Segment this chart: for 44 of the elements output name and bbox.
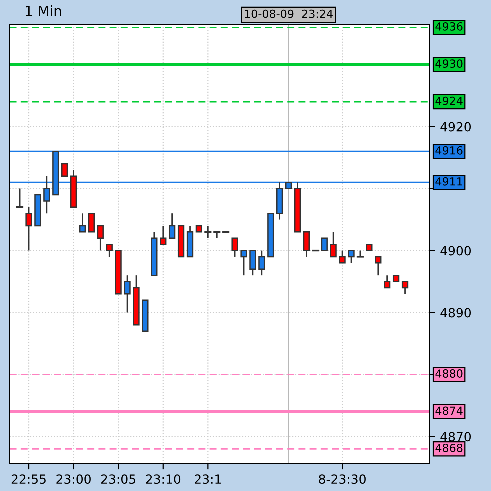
y-tick-label: 4900 [440,246,472,256]
candlestick [250,250,256,276]
candlestick [79,212,86,233]
x-tick-label: 23:05 [101,474,136,484]
ref-line-label: 4868 [436,444,463,452]
candlestick [402,281,409,295]
candlestick [258,250,266,276]
candlestick [240,250,248,276]
y-tick-label: 4920 [440,122,472,132]
chart-title: 1 Min [26,6,62,16]
candlestick [124,274,131,314]
candlestick [97,225,104,252]
ref-line-label: 4930 [436,60,463,68]
candlestick [88,212,96,233]
y-tick-label: 4870 [440,432,472,442]
ref-line-label: 4936 [436,22,463,31]
candlestick [16,188,24,208]
ref-line-label: 10-08-09 23:24 [245,10,333,18]
candlestick [321,238,328,252]
ref-line-label: 4874 [436,406,463,416]
y-tick-label: 4890 [440,308,472,318]
candlestick [375,256,382,276]
ref-line-label: 4916 [436,146,463,155]
candlestick [339,250,346,264]
x-tick-label: 23:00 [56,474,91,484]
candlestick [232,238,238,258]
x-tick-label: 22:55 [12,474,46,484]
x-tick-label: 8-23:30 [319,474,366,484]
candlestick [168,212,176,240]
ref-line-label: 4924 [436,96,463,106]
candlestick [384,274,391,289]
candlestick [26,206,32,252]
ref-line-label: 4880 [436,370,463,378]
candlestick [204,225,212,240]
candlestick [330,231,337,258]
candlestick [348,250,355,264]
ref-line-label: 4911 [436,177,462,186]
x-tick-label: 23:1 [195,474,222,484]
candlestick [160,225,167,246]
candlestick [214,231,221,240]
x-tick-label: 23:10 [146,474,181,484]
candlestick [61,163,68,178]
candlestick [303,231,310,258]
candlestick [106,244,113,258]
